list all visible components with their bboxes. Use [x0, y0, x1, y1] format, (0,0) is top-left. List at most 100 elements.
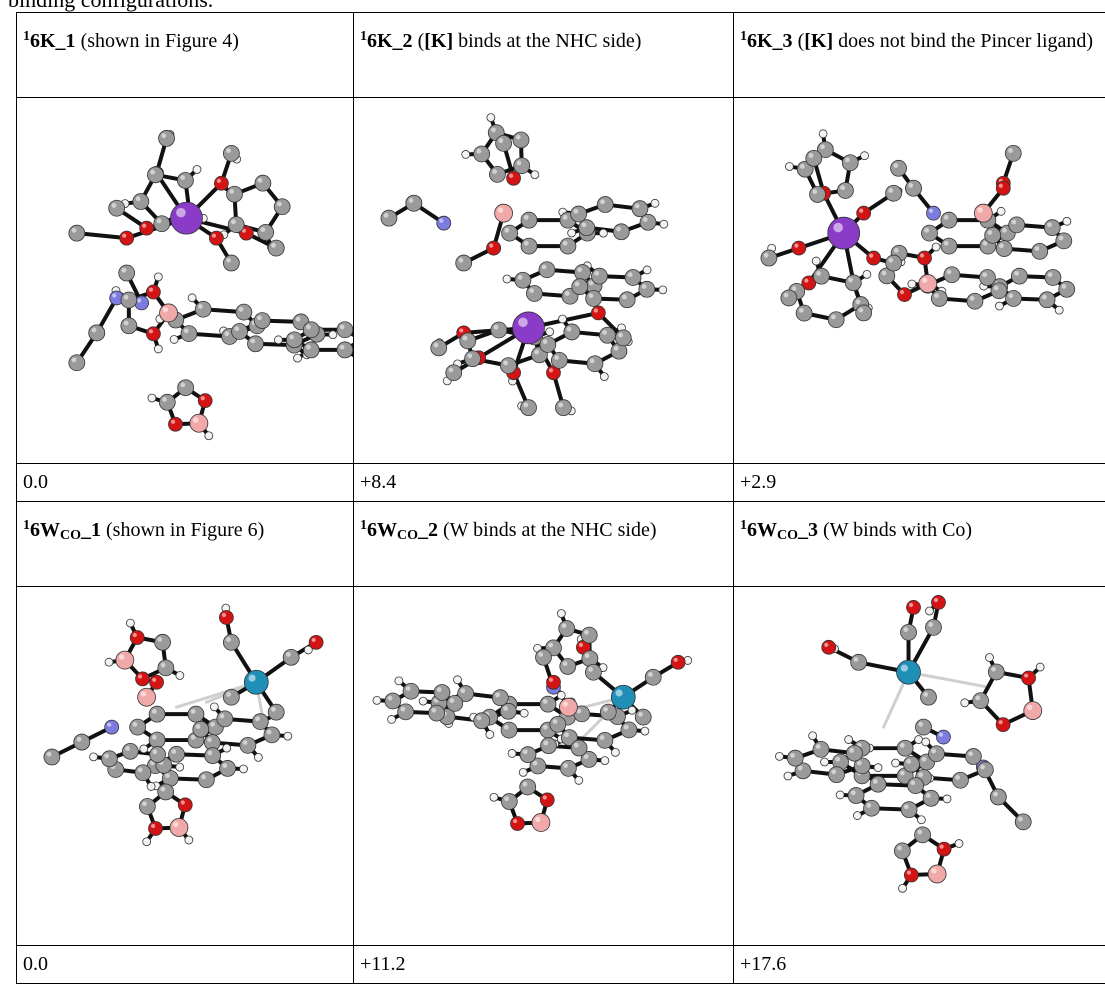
atom-h	[641, 727, 649, 735]
atom-c	[69, 225, 85, 241]
atom-w	[244, 670, 268, 694]
atom-c	[155, 634, 171, 650]
atom-highlight	[92, 328, 97, 333]
energy-6k-2: +8.4	[354, 464, 734, 502]
atom-h	[487, 114, 495, 122]
atom-highlight	[467, 353, 472, 358]
atom-h	[254, 753, 262, 761]
atom-highlight	[798, 766, 803, 771]
atom-highlight	[931, 749, 936, 754]
atom-c	[928, 746, 944, 762]
atom-highlight	[523, 749, 528, 754]
label-6wco-3: 16WCO_3 (W binds with Co)	[734, 502, 1105, 587]
atom-c	[223, 145, 239, 161]
atom-highlight	[538, 652, 543, 657]
atom-c	[188, 706, 204, 722]
atom-highlight	[431, 708, 436, 713]
atom-c	[539, 262, 555, 278]
atom-highlight	[498, 207, 503, 212]
atom-c	[1045, 269, 1061, 285]
atom-highlight	[845, 158, 850, 163]
atom-c	[897, 740, 913, 756]
atom-h	[388, 715, 396, 723]
atom-highlight	[459, 328, 463, 332]
atom-highlight	[384, 213, 389, 218]
atom-highlight	[207, 737, 212, 742]
atom-h	[90, 753, 98, 761]
atom-highlight	[460, 688, 465, 693]
atom-c	[781, 290, 797, 306]
atom-o	[149, 821, 163, 835]
atom-c	[513, 132, 529, 148]
atom-highlight	[916, 737, 918, 739]
atom-h	[170, 335, 178, 343]
atom-highlight	[171, 420, 175, 424]
atom-c	[787, 750, 803, 766]
atom-highlight	[799, 308, 804, 313]
atom-h	[205, 432, 213, 440]
atom-highlight	[529, 288, 534, 293]
atom-h	[659, 286, 667, 294]
atom-highlight	[172, 337, 174, 339]
atom-c	[761, 250, 777, 266]
atom-highlight	[106, 660, 108, 662]
atom-highlight	[517, 161, 522, 166]
atom-highlight	[875, 765, 877, 767]
atom-highlight	[306, 345, 311, 350]
atom-h	[210, 703, 218, 711]
atom-highlight	[873, 779, 878, 784]
atom-n	[936, 730, 950, 744]
atom-c	[223, 689, 239, 705]
atom-o	[136, 672, 150, 686]
molecule-6k-2-image	[354, 98, 733, 463]
atom-h	[193, 166, 201, 174]
atom-highlight	[156, 346, 158, 348]
atom-highlight	[535, 646, 537, 648]
atom-highlight	[674, 658, 678, 662]
atom-highlight	[152, 735, 157, 740]
atom-h	[955, 840, 963, 848]
atom-highlight	[600, 665, 602, 667]
atom-h	[454, 676, 462, 684]
atom-highlight	[149, 329, 153, 333]
atom-highlight	[177, 765, 179, 767]
atom-highlight	[584, 754, 589, 759]
atom-o	[150, 675, 164, 689]
atom-highlight	[521, 770, 523, 772]
atom-h	[784, 772, 792, 780]
structure-6wco-1	[17, 587, 354, 946]
atom-highlight	[831, 315, 836, 320]
atom-c	[431, 340, 447, 356]
atom-highlight	[434, 343, 439, 348]
atom-highlight	[855, 813, 857, 815]
atom-h	[785, 162, 793, 170]
atom-highlight	[518, 275, 523, 280]
atom-highlight	[900, 743, 905, 748]
atom-o	[857, 206, 871, 220]
atom-h	[284, 732, 292, 740]
atom-highlight	[838, 792, 840, 794]
atom-highlight	[931, 868, 936, 873]
atom-highlight	[549, 678, 553, 682]
atom-c	[258, 224, 274, 240]
atom-h	[775, 752, 783, 760]
atom-c	[1039, 292, 1055, 308]
atom-highlight	[177, 673, 179, 675]
atom-o	[918, 251, 932, 265]
atom-highlight	[601, 231, 603, 233]
atom-highlight	[161, 133, 166, 138]
atom-c	[178, 380, 194, 396]
atom-c	[941, 238, 957, 254]
atom-highlight	[585, 653, 590, 658]
k-energy-row: 0.0 +8.4 +2.9	[17, 464, 1105, 502]
atom-highlight	[504, 276, 506, 278]
label-6wco-2: 16WCO_2 (W binds at the NHC side)	[354, 502, 734, 587]
atom-highlight	[563, 661, 568, 666]
atom-c	[121, 318, 137, 334]
atom-c	[621, 722, 637, 738]
atom-highlight	[569, 230, 571, 232]
atom-highlight	[602, 758, 604, 760]
atom-highlight	[156, 274, 158, 276]
atom-c	[521, 238, 537, 254]
atom-c	[240, 737, 256, 753]
